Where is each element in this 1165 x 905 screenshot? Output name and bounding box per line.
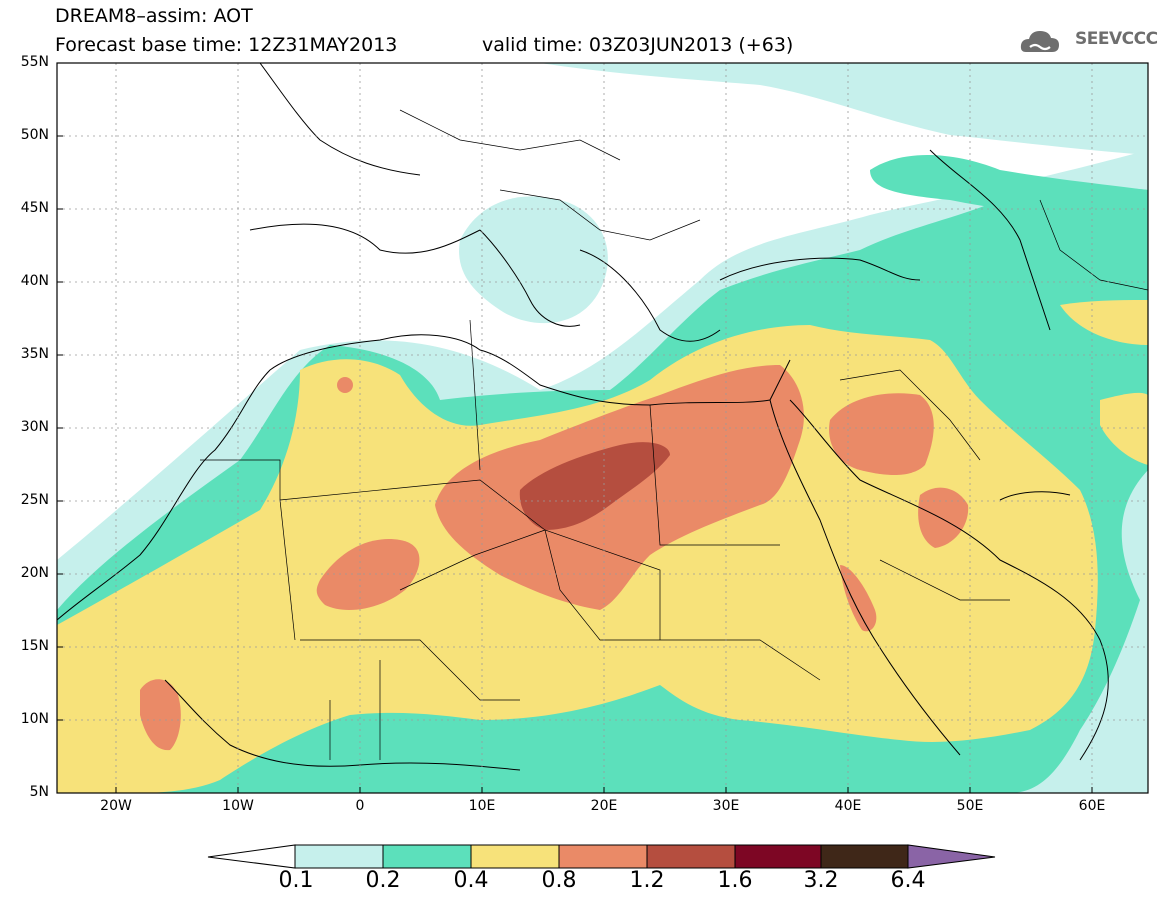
logo-text: SEEVCCC xyxy=(1075,29,1158,49)
lon-label-20e: 20E xyxy=(590,798,618,814)
lon-label-10w: 10W xyxy=(222,798,254,814)
lon-label-30e: 30E xyxy=(712,798,740,814)
lat-label-20n: 20N xyxy=(20,565,49,581)
colorbar-label-7: 6.4 xyxy=(890,868,926,893)
coastlines xyxy=(57,63,1109,771)
colorbar-label-2: 0.4 xyxy=(453,868,489,893)
lon-label-10e: 10E xyxy=(468,798,496,814)
gridlines xyxy=(57,63,1148,793)
lat-label-55n: 55N xyxy=(20,54,49,70)
colorbar-label-5: 1.6 xyxy=(717,868,753,893)
colorbar-label-0: 0.1 xyxy=(278,868,314,893)
lon-label-20w: 20W xyxy=(100,798,132,814)
colorbar-label-4: 1.2 xyxy=(629,868,665,893)
colorbar-label-3: 0.8 xyxy=(541,868,577,893)
lat-label-10n: 10N xyxy=(20,711,49,727)
map-title: DREAM8–assim: AOT xyxy=(55,5,253,27)
colorbar-label-1: 0.2 xyxy=(365,868,401,893)
lon-label-40e: 40E xyxy=(834,798,862,814)
lat-label-30n: 30N xyxy=(20,419,49,435)
lat-label-40n: 40N xyxy=(20,273,49,289)
lat-label-35n: 35N xyxy=(20,346,49,362)
forecast-base-time: Forecast base time: 12Z31MAY2013 xyxy=(55,34,398,56)
lat-label-50n: 50N xyxy=(20,127,49,143)
lat-label-15n: 15N xyxy=(20,638,49,654)
axis-ticks xyxy=(57,62,1093,793)
aot-contour-1-2 xyxy=(519,442,670,530)
colorbar-label-6: 3.2 xyxy=(803,868,839,893)
country-borders xyxy=(200,109,1148,760)
lon-label-60e: 60E xyxy=(1078,798,1106,814)
lon-label-50e: 50E xyxy=(956,798,984,814)
seevccc-logo xyxy=(1020,31,1059,52)
valid-time: valid time: 03Z03JUN2013 (+63) xyxy=(482,34,794,56)
lat-label-25n: 25N xyxy=(20,492,49,508)
lon-label-0: 0 xyxy=(355,798,365,814)
lat-label-5n: 5N xyxy=(29,784,49,800)
lat-label-45n: 45N xyxy=(20,200,49,216)
